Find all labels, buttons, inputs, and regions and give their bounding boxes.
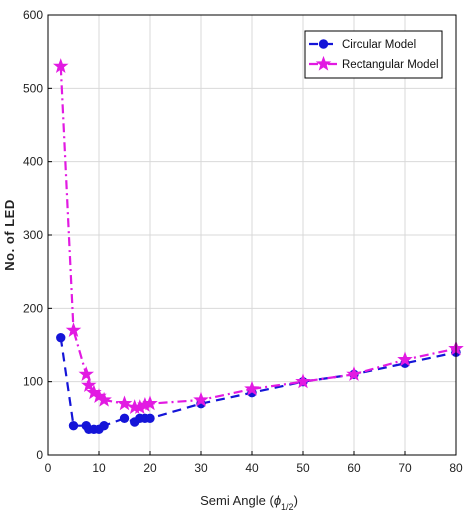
legend-label: Rectangular Model <box>342 59 439 71</box>
grid-lines <box>48 15 456 455</box>
series-line-circular-model <box>59 337 457 431</box>
data-point-rectangular-model <box>65 322 82 337</box>
x-tick-label: 20 <box>143 461 157 475</box>
x-tick-label: 70 <box>398 461 412 475</box>
x-tick-label: 30 <box>194 461 208 475</box>
data-point-rectangular-model <box>78 366 95 381</box>
legend: Circular Model Rectangular Model <box>304 30 443 79</box>
series-rectangular-model <box>52 58 464 414</box>
series-line-rectangular-model <box>59 66 457 409</box>
series-layer <box>52 58 464 435</box>
y-tick-label: 200 <box>23 301 43 315</box>
legend-swatch-marker <box>315 55 332 71</box>
y-tick-label: 500 <box>23 81 43 95</box>
y-tick-label: 300 <box>23 228 43 242</box>
legend-item-rectangular-model: Rectangular Model <box>309 55 439 71</box>
data-point-rectangular-model <box>96 391 112 407</box>
data-point-rectangular-model <box>346 366 362 381</box>
y-tick-label: 0 <box>36 448 43 462</box>
legend-entries: Circular Model Rectangular Model <box>309 39 439 71</box>
y-axis-label: No. of LED <box>2 199 17 270</box>
data-point-rectangular-model <box>116 395 133 411</box>
data-point-circular-model <box>145 413 155 424</box>
data-point-rectangular-model <box>397 351 413 367</box>
data-point-rectangular-model <box>193 391 209 407</box>
x-tick-label: 40 <box>245 461 259 475</box>
data-point-rectangular-model <box>81 377 97 392</box>
y-tick-label: 400 <box>23 155 43 169</box>
data-point-rectangular-model <box>52 58 69 73</box>
x-axis-label-text: Semi Angle <box>200 493 266 508</box>
series-circular-model <box>56 332 461 435</box>
data-point-circular-model <box>68 420 79 431</box>
data-point-circular-model <box>99 420 109 431</box>
x-tick-label: 50 <box>296 461 310 475</box>
y-tick-label: 100 <box>23 375 43 389</box>
y-tick-label: 600 <box>23 8 43 22</box>
legend-label: Circular Model <box>342 39 416 51</box>
x-tick-label: 80 <box>449 461 463 475</box>
x-axis-label-symbol: ϕ <box>274 493 281 508</box>
x-tick-label: 0 <box>45 461 52 475</box>
x-tick-label: 60 <box>347 461 361 475</box>
tick-labels: 0 10 20 30 40 50 60 70 80 0 100 200 300 400 500 600 <box>23 8 463 475</box>
legend-item-circular-model: Circular Model <box>309 39 416 51</box>
x-axis-label: Semi Angle (ϕ1/2) <box>200 493 298 512</box>
x-tick-label: 10 <box>92 461 106 475</box>
data-point-rectangular-model <box>142 395 158 411</box>
data-point-circular-model <box>56 332 66 343</box>
data-point-rectangular-model <box>244 380 260 396</box>
x-axis-label-subscript: 1/2 <box>281 502 294 512</box>
legend-swatch-marker <box>318 39 329 49</box>
data-point-rectangular-model <box>295 373 311 389</box>
data-point-circular-model <box>119 413 130 424</box>
